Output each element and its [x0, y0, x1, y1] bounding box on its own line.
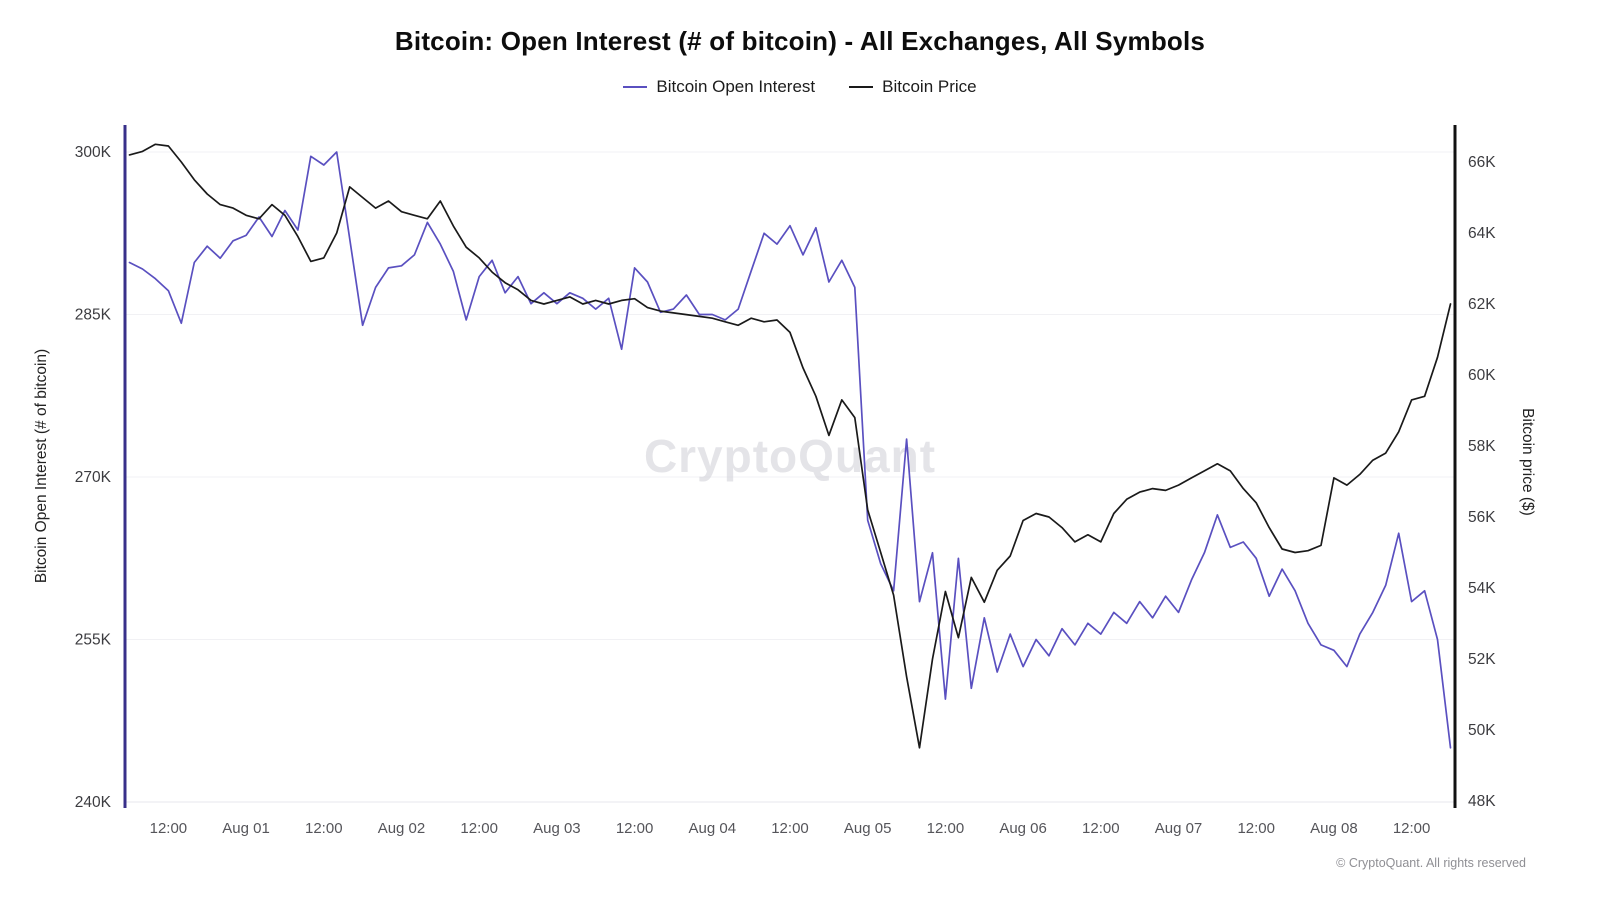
- x-axis-tick-label: 12:00: [1393, 820, 1431, 837]
- legend: Bitcoin Open Interest Bitcoin Price: [0, 77, 1600, 97]
- open-interest-line: [128, 151, 1452, 749]
- copyright-note: © CryptoQuant. All rights reserved: [1336, 856, 1526, 870]
- left-axis-tick-label: 285K: [75, 307, 112, 324]
- x-axis-tick-label: Aug 05: [844, 820, 892, 837]
- x-axis-tick-label: 12:00: [927, 820, 965, 837]
- x-axis-tick-label: Aug 04: [689, 820, 737, 837]
- right-axis-tick-label: 52K: [1468, 651, 1496, 668]
- legend-label: Bitcoin Open Interest: [656, 77, 816, 96]
- legend-swatch: [849, 86, 874, 88]
- x-axis-tick-label: Aug 01: [222, 820, 270, 837]
- left-axis-tick-label: 255K: [75, 632, 112, 649]
- legend-item-price[interactable]: Bitcoin Price: [849, 77, 977, 97]
- left-axis-title: Bitcoin Open Interest (# of bitcoin): [33, 349, 50, 583]
- x-axis-tick-label: 12:00: [150, 820, 188, 837]
- right-axis-tick-label: 60K: [1468, 367, 1496, 384]
- right-axis-tick-label: 48K: [1468, 793, 1496, 810]
- x-axis-tick-label: Aug 06: [999, 820, 1047, 837]
- left-axis-tick-label: 300K: [75, 144, 112, 161]
- left-axis-tick-label: 240K: [75, 794, 112, 811]
- x-axis-tick-label: 12:00: [616, 820, 654, 837]
- x-axis-tick-label: Aug 02: [378, 820, 426, 837]
- x-axis-tick-label: 12:00: [460, 820, 498, 837]
- right-axis-tick-label: 62K: [1468, 296, 1496, 313]
- legend-swatch: [623, 86, 648, 88]
- right-axis-tick-label: 66K: [1468, 154, 1496, 171]
- x-axis-tick-label: 12:00: [305, 820, 343, 837]
- x-axis-tick-label: Aug 03: [533, 820, 581, 837]
- right-axis-tick-label: 54K: [1468, 580, 1496, 597]
- right-axis-tick-label: 50K: [1468, 722, 1496, 739]
- right-axis-tick-label: 58K: [1468, 438, 1496, 455]
- x-axis-tick-label: Aug 08: [1310, 820, 1358, 837]
- x-axis-tick-label: 12:00: [771, 820, 809, 837]
- x-axis-tick-label: Aug 07: [1155, 820, 1203, 837]
- watermark: CryptoQuant: [644, 430, 936, 482]
- price-line: [128, 143, 1452, 749]
- x-axis-tick-label: 12:00: [1082, 820, 1120, 837]
- legend-label: Bitcoin Price: [882, 77, 977, 96]
- legend-item-open-interest[interactable]: Bitcoin Open Interest: [623, 77, 815, 97]
- right-axis-tick-label: 64K: [1468, 225, 1496, 242]
- chart-title: Bitcoin: Open Interest (# of bitcoin) - …: [394, 26, 1206, 56]
- right-axis-title: Bitcoin price ($): [1519, 408, 1536, 516]
- right-axis-tick-label: 56K: [1468, 509, 1496, 526]
- x-axis-tick-label: 12:00: [1237, 820, 1275, 837]
- left-axis-tick-label: 270K: [75, 469, 112, 486]
